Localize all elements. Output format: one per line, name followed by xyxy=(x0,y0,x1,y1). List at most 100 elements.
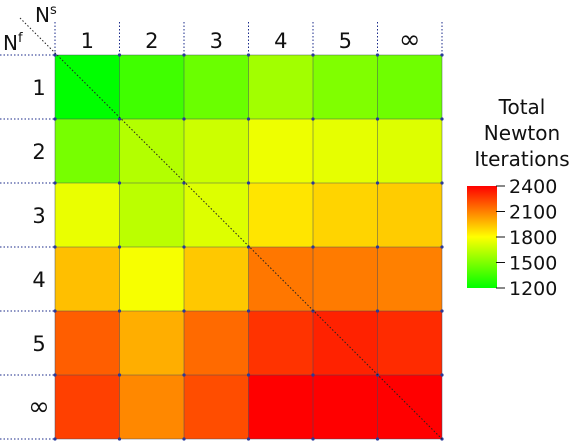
grid-node xyxy=(246,53,251,57)
heatmap-cell xyxy=(377,119,442,183)
grid-node xyxy=(53,117,57,121)
row-tick-label: 1 xyxy=(32,76,45,100)
heatmap-cell xyxy=(377,183,442,247)
grid-node xyxy=(311,181,315,185)
grid-node xyxy=(182,437,186,441)
grid-node xyxy=(440,181,444,185)
grid-node xyxy=(182,53,186,57)
grid-node xyxy=(375,309,380,313)
grid-node xyxy=(375,245,380,249)
grid-node xyxy=(182,117,186,121)
colorbar-tick-label: 1800 xyxy=(509,227,557,249)
grid-node xyxy=(311,53,315,57)
grid-node xyxy=(53,53,57,57)
grid-node xyxy=(440,53,444,57)
grid-node xyxy=(182,309,186,313)
colorbar-tick-label: 2100 xyxy=(509,202,557,224)
column-tick-label: 3 xyxy=(210,29,223,53)
heatmap-cell xyxy=(184,247,249,311)
grid-node xyxy=(53,309,57,313)
grid-node xyxy=(117,437,122,441)
column-tick-label: 5 xyxy=(339,29,352,53)
grid-node xyxy=(375,181,380,185)
row-tick-label: ∞ xyxy=(28,392,50,422)
grid-node xyxy=(117,373,122,377)
heatmap-cell xyxy=(313,55,378,119)
heatmap-cell xyxy=(55,119,120,183)
x-axis-label-main: N xyxy=(35,3,50,27)
colorbar-title-line: Newton xyxy=(484,121,560,145)
grid-node xyxy=(246,373,251,377)
grid-node xyxy=(440,245,444,249)
grid-node xyxy=(117,245,122,249)
heatmap-cell xyxy=(248,375,313,439)
grid-node xyxy=(182,373,186,377)
grid-node xyxy=(117,309,122,313)
grid-node xyxy=(375,437,380,441)
y-axis-label-main: N xyxy=(3,31,18,55)
heatmap-cell xyxy=(248,183,313,247)
heatmap-cell xyxy=(119,375,184,439)
heatmap-cell xyxy=(119,119,184,183)
heatmap-cell xyxy=(184,119,249,183)
heatmap-cell xyxy=(313,375,378,439)
row-tick-label: 3 xyxy=(32,204,45,228)
grid-node xyxy=(440,117,444,121)
heatmap-cell xyxy=(55,311,120,375)
grid-node xyxy=(375,117,380,121)
colorbar-tick-label: 1500 xyxy=(509,253,557,275)
grid-node xyxy=(440,373,444,377)
grid-node xyxy=(246,437,251,441)
column-tick-label: 4 xyxy=(274,29,287,53)
grid-node xyxy=(246,181,251,185)
x-axis-label-superscript: s xyxy=(50,3,57,18)
heatmap-cell xyxy=(55,183,120,247)
grid-node xyxy=(182,181,186,185)
grid-node xyxy=(117,53,122,57)
heatmap-cell xyxy=(248,119,313,183)
colorbar-tick-label: 1200 xyxy=(509,278,557,300)
heatmap-cell xyxy=(377,247,442,311)
grid-node xyxy=(375,53,380,57)
grid-node xyxy=(440,437,444,441)
heatmap-cell xyxy=(184,311,249,375)
grid-node xyxy=(311,437,315,441)
grid-node xyxy=(117,117,122,121)
grid-node xyxy=(246,245,251,249)
heatmap-cell xyxy=(119,55,184,119)
grid-node xyxy=(53,245,57,249)
diagonal-line xyxy=(19,17,443,440)
colorbar-tick-label: 2400 xyxy=(509,176,557,198)
colorbar-title-line: Iterations xyxy=(474,147,569,171)
heatmap-cell xyxy=(55,247,120,311)
grid-node xyxy=(182,245,186,249)
grid-node xyxy=(53,437,57,441)
grid-node xyxy=(440,309,444,313)
row-tick-label: 2 xyxy=(32,140,45,164)
x-axis-label: Ns xyxy=(35,3,57,27)
heatmap-cell xyxy=(377,311,442,375)
colorbar-title-line: Total xyxy=(498,95,546,119)
grid-node xyxy=(246,117,251,121)
heatmap-cell xyxy=(55,375,120,439)
row-tick-label: 5 xyxy=(32,332,45,356)
heatmap-cell xyxy=(184,183,249,247)
heatmap-cell xyxy=(119,247,184,311)
grid-node xyxy=(311,245,315,249)
heatmap-cell xyxy=(248,247,313,311)
heatmap-cell xyxy=(313,247,378,311)
grid-node xyxy=(117,181,122,185)
grid-node xyxy=(311,373,315,377)
heatmap-cell xyxy=(377,55,442,119)
y-axis-label: Nf xyxy=(3,31,23,55)
y-axis-label-superscript: f xyxy=(18,31,23,46)
grid-node xyxy=(246,309,251,313)
heatmap-cell xyxy=(119,183,184,247)
heatmap-cell xyxy=(313,183,378,247)
row-tick-label: 4 xyxy=(32,268,45,292)
grid-node xyxy=(53,373,57,377)
grid-node xyxy=(311,117,315,121)
heatmap-cell xyxy=(184,375,249,439)
heatmap-cell xyxy=(313,119,378,183)
